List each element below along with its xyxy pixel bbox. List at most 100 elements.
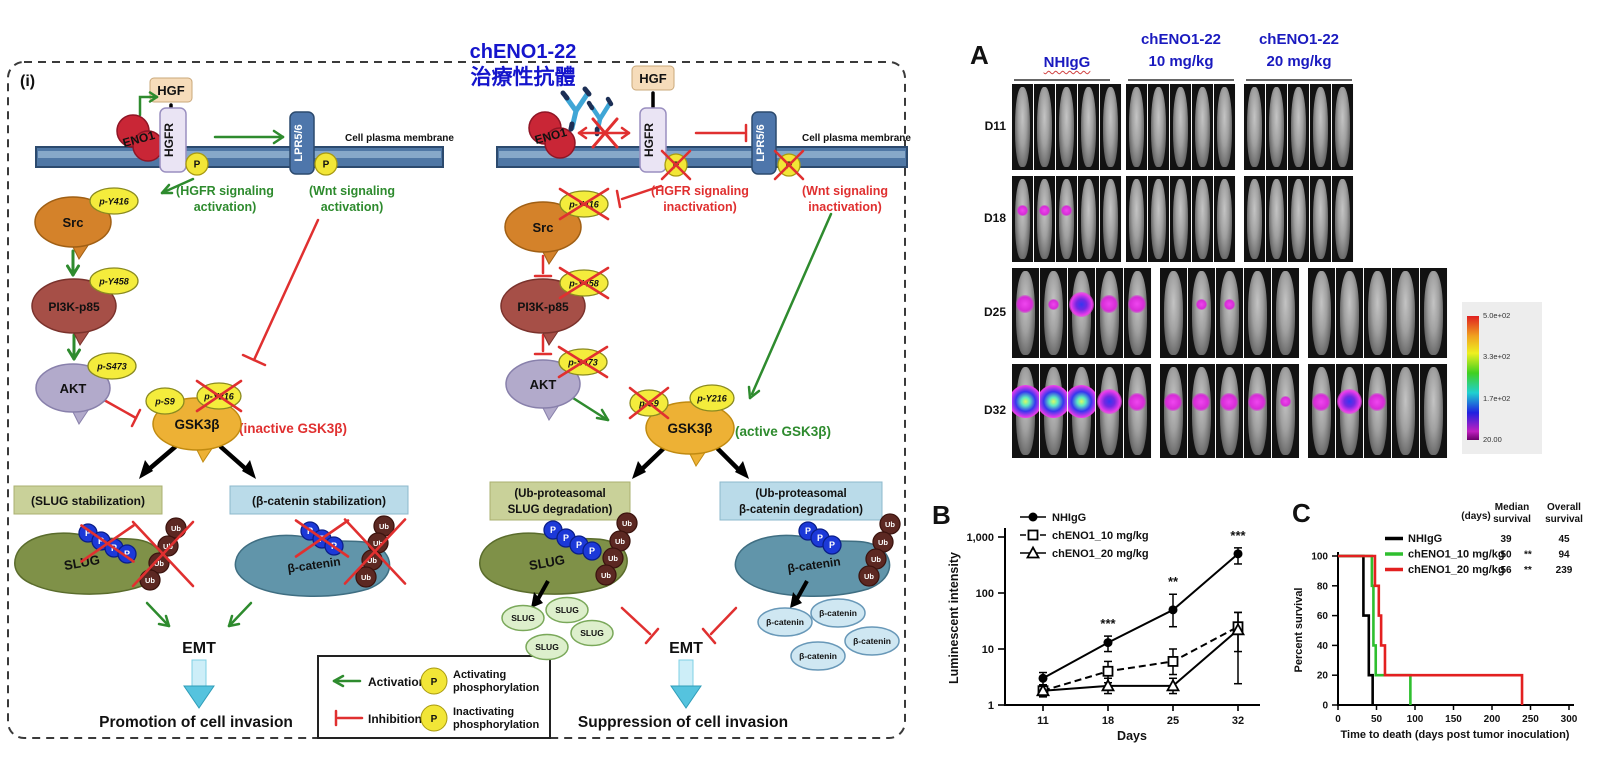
svg-text:Ub: Ub: [601, 571, 611, 580]
svg-text:PI3K-p85: PI3K-p85: [48, 300, 100, 314]
c-ytick: 20: [1317, 671, 1329, 682]
mouse-image: [1214, 84, 1236, 170]
c-ytick: 80: [1317, 581, 1329, 592]
group-bar: [1246, 79, 1352, 81]
svg-text:Inactivating: Inactivating: [453, 706, 514, 718]
red-cross: [773, 149, 805, 181]
b-ytick: 1: [988, 700, 994, 712]
degraded-bcatenin-oval: β-catenin: [844, 626, 900, 656]
hgfr-downstream-inhibition-right: [615, 184, 663, 209]
svg-text:Ub: Ub: [622, 519, 632, 528]
svg-text:β-catenin: β-catenin: [766, 617, 804, 627]
svg-text:P: P: [431, 677, 438, 688]
luminescence-spot: [1336, 389, 1362, 415]
svg-text:Ub: Ub: [871, 555, 881, 564]
svg-text:SLUG: SLUG: [511, 613, 535, 623]
lpr56-right: LPR5/6: [751, 111, 777, 175]
bcat-emt-arrow: [227, 601, 253, 628]
c-curve-0: [1338, 554, 1374, 705]
b-xtick: 25: [1167, 715, 1179, 727]
svg-text:56: 56: [1500, 565, 1512, 576]
degraded-slug-oval: SLUG: [570, 619, 614, 647]
outcome-left: Promotion of cell invasion: [99, 714, 293, 731]
c-ytick: 60: [1317, 611, 1329, 622]
src-pi3k-arrow-left: [66, 249, 80, 277]
svg-text:inactivation): inactivation): [808, 200, 882, 214]
inhibition-bar-icon: [334, 709, 364, 727]
mouse-image: [1040, 364, 1068, 458]
cluster-cross: [80, 524, 135, 563]
group-bar: [1014, 79, 1110, 81]
svg-text:SLUG: SLUG: [528, 552, 566, 573]
mouse-image: [1148, 176, 1170, 262]
c-ytick: 0: [1322, 701, 1328, 712]
luminescence-spot: [1128, 392, 1147, 411]
src-blob: Src: [34, 196, 112, 260]
mouse-image: [1034, 176, 1056, 262]
activation-arrow-icon: [332, 674, 362, 688]
luminescence-spot: [1047, 298, 1059, 310]
svg-text:activation): activation): [194, 200, 257, 214]
svg-text:Ub: Ub: [367, 556, 377, 565]
mouse-image: [1244, 84, 1266, 170]
pathway-legend: Activation P Activating phosphorylation …: [317, 655, 551, 739]
svg-text:LPR5/6: LPR5/6: [755, 124, 767, 161]
svg-text:p-Y458: p-Y458: [98, 277, 129, 287]
svg-text:Activating: Activating: [453, 669, 506, 681]
akt-gsk-inhibition-left: [102, 398, 142, 428]
luminescence-spot: [1096, 389, 1122, 415]
svg-text:Overall: Overall: [1547, 502, 1581, 513]
b-significance: ***: [1230, 528, 1246, 543]
svg-text:P: P: [550, 525, 556, 535]
phospho-cluster: PPP: [798, 521, 842, 555]
emt-left: EMT: [182, 640, 216, 657]
akt-blob: AKT: [35, 363, 111, 425]
slug-stabilization-box: (SLUG stabilization): [13, 485, 163, 515]
gsk-note-right: (active GSK3β): [735, 424, 831, 439]
hgfr-to-lpr-inhibition: [694, 123, 748, 143]
svg-text:Src: Src: [63, 215, 84, 230]
c-curve-2: [1338, 554, 1524, 705]
b-xtick: 18: [1102, 715, 1114, 727]
mouse-image: [1266, 84, 1288, 170]
svg-text:activation): activation): [321, 200, 384, 214]
svg-text:chENO1_10 mg/kg: chENO1_10 mg/kg: [1408, 549, 1505, 561]
slug-degraded-arrow: [531, 580, 550, 608]
luminescence-spot: [1248, 392, 1267, 411]
mouse-image: [1068, 364, 1096, 458]
ubiquitin-chain: Ub Ub Ub Ub: [343, 515, 407, 588]
mouse-image: [1244, 176, 1266, 262]
luminescence-spot: [1128, 295, 1147, 313]
b-significance: **: [1168, 574, 1179, 589]
svg-text:phosphorylation: phosphorylation: [453, 682, 539, 694]
row-label-D32: D32: [983, 403, 1006, 417]
degraded-bcatenin-oval: β-catenin: [810, 598, 866, 628]
mouse-image: [1216, 268, 1244, 358]
mouse-image: [1160, 364, 1188, 458]
svg-text:p-Y216: p-Y216: [696, 394, 728, 404]
svg-text:p-S473: p-S473: [96, 362, 127, 372]
svg-text:Ub: Ub: [171, 524, 181, 533]
svg-text:inactivation): inactivation): [663, 200, 737, 214]
svg-text:Ub: Ub: [361, 573, 371, 582]
wnt-activates-gsk-right: [747, 212, 833, 400]
svg-text:chENO1_20 mg/kg: chENO1_20 mg/kg: [1408, 564, 1505, 576]
luminescence-spot: [1016, 204, 1028, 216]
svg-text:survival: survival: [1545, 514, 1583, 525]
svg-text:P: P: [805, 526, 811, 536]
colorbar-tick-label: 1.7e+02: [1483, 393, 1511, 403]
svg-text:50: 50: [1500, 550, 1512, 561]
svg-text:P: P: [194, 160, 201, 171]
antibody-title-line2: 治療性抗體: [471, 65, 576, 89]
svg-text:P: P: [431, 714, 438, 725]
luminescence-spot: [1223, 298, 1235, 310]
svg-text:Src: Src: [533, 220, 554, 235]
luminescence-spot: [1100, 295, 1119, 313]
pi3k-blob: PI3K-p85: [500, 278, 586, 346]
svg-text:Ub: Ub: [379, 522, 389, 531]
svg-text:β-catenin degradation): β-catenin degradation): [739, 504, 863, 516]
svg-text:HGFR: HGFR: [642, 123, 656, 157]
slug-emt-arrow: [145, 601, 171, 628]
